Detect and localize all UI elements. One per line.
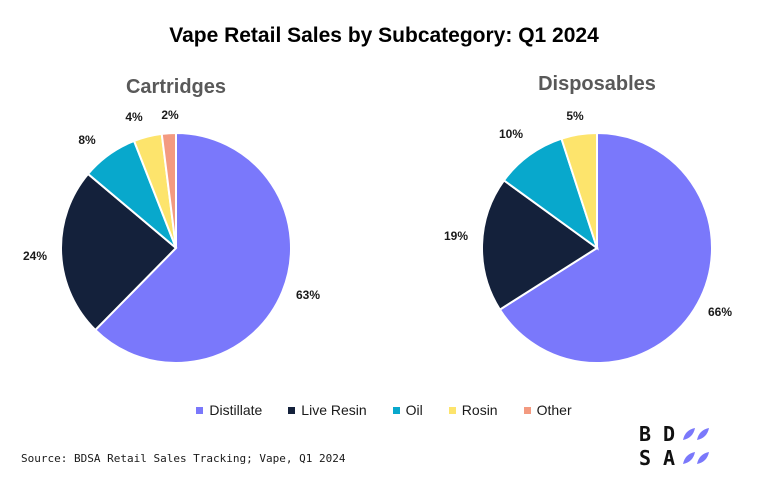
pie-slice-other — [160, 131, 177, 249]
legend-label: Oil — [405, 402, 423, 418]
legend-item-oil: Oil — [392, 402, 423, 418]
legend-swatch — [523, 406, 531, 414]
data-label-rosin: 5% — [566, 109, 584, 123]
legend: Distillate Live Resin Oil Rosin Other — [0, 402, 768, 418]
legend-item-rosin: Rosin — [448, 402, 498, 418]
data-label-distillate: 63% — [296, 288, 320, 302]
pie-title: Cartridges — [126, 76, 226, 98]
legend-label: Rosin — [461, 402, 498, 418]
pie-slice-oil — [502, 137, 599, 251]
chart-title: Vape Retail Sales by Subcategory: Q1 202… — [169, 24, 599, 47]
legend-label: Other — [536, 402, 572, 418]
data-label-distillate: 66% — [708, 305, 732, 319]
pie-title: Disposables — [538, 73, 656, 95]
legend-item-distillate: Distillate — [196, 402, 262, 418]
pie-slice-live-resin — [481, 179, 599, 312]
legend-label: Live Resin — [301, 402, 367, 418]
logo-leaf-icon — [683, 428, 709, 464]
bdsa-logo: BD SA — [639, 422, 719, 470]
data-label-live-resin: 24% — [23, 249, 47, 263]
pie-slice-live-resin — [60, 172, 178, 332]
legend-swatch — [288, 406, 296, 414]
pie-slice-rosin — [560, 131, 598, 249]
legend-label: Distillate — [209, 402, 263, 418]
pie-disposables — [481, 131, 713, 364]
pie-slice-distillate — [498, 131, 713, 364]
data-label-live-resin: 19% — [444, 229, 468, 243]
legend-swatch — [196, 406, 204, 414]
pie-slice-distillate — [93, 131, 292, 364]
logo-text-line2: SA — [639, 446, 688, 470]
legend-item-live-resin: Live Resin — [288, 402, 367, 418]
legend-swatch — [392, 406, 400, 414]
data-label-oil: 8% — [78, 133, 96, 147]
legend-item-other: Other — [523, 402, 572, 418]
source-note: Source: BDSA Retail Sales Tracking; Vape… — [21, 452, 346, 465]
data-label-oil: 10% — [499, 127, 523, 141]
logo-text-line1: BD — [639, 422, 688, 446]
legend-swatch — [448, 406, 456, 414]
pie-cartridges — [60, 131, 292, 364]
data-label-other: 2% — [161, 108, 179, 122]
data-label-rosin: 4% — [125, 110, 143, 124]
